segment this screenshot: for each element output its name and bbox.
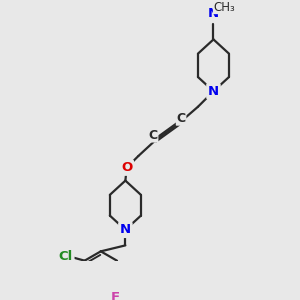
- Text: Cl: Cl: [58, 250, 73, 263]
- Text: O: O: [121, 161, 132, 174]
- Text: N: N: [120, 223, 131, 236]
- Text: CH₃: CH₃: [214, 1, 235, 13]
- Text: N: N: [208, 85, 219, 98]
- Text: C: C: [176, 112, 186, 125]
- Text: C: C: [148, 129, 158, 142]
- Text: N: N: [208, 7, 219, 20]
- Text: F: F: [111, 291, 120, 300]
